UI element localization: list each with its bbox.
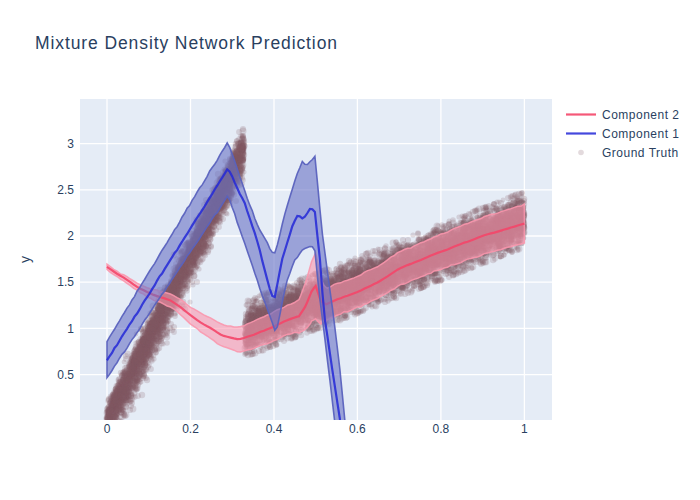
svg-text:Mixture Density Network Predic: Mixture Density Network Prediction bbox=[35, 33, 338, 53]
svg-text:0.4: 0.4 bbox=[266, 422, 283, 436]
svg-text:y: y bbox=[17, 256, 33, 263]
svg-text:0: 0 bbox=[104, 422, 111, 436]
svg-text:3: 3 bbox=[67, 137, 74, 151]
svg-text:Component 1: Component 1 bbox=[602, 127, 680, 141]
svg-text:2.5: 2.5 bbox=[57, 183, 74, 197]
svg-text:0.8: 0.8 bbox=[433, 422, 450, 436]
svg-text:0.5: 0.5 bbox=[57, 368, 74, 382]
svg-text:2: 2 bbox=[67, 229, 74, 243]
svg-text:0.2: 0.2 bbox=[182, 422, 199, 436]
svg-text:1: 1 bbox=[67, 322, 74, 336]
svg-text:Ground Truth: Ground Truth bbox=[602, 146, 679, 160]
svg-text:0.6: 0.6 bbox=[349, 422, 366, 436]
svg-text:1.5: 1.5 bbox=[57, 275, 74, 289]
svg-text:1: 1 bbox=[521, 422, 528, 436]
svg-text:Component 2: Component 2 bbox=[602, 108, 680, 122]
